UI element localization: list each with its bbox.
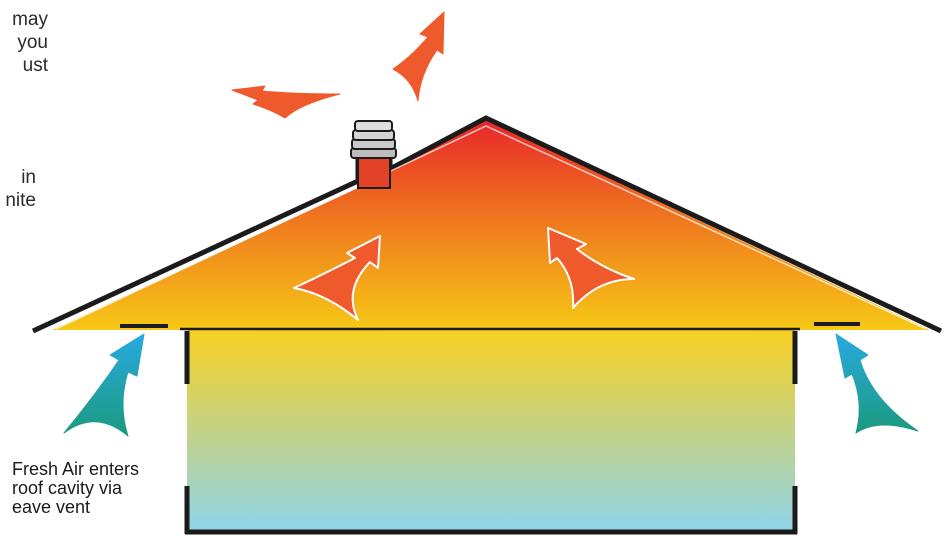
roof-vent-icon — [350, 120, 397, 189]
roof-inner-line — [55, 125, 927, 330]
caption-line-1: Fresh Air enters — [12, 459, 140, 479]
room-interior — [187, 330, 795, 531]
cropped-text-middle: in nite — [0, 166, 36, 212]
cropped-text-line: in — [21, 167, 36, 188]
roof-attic — [52, 120, 930, 330]
cropped-text-line: you — [17, 32, 48, 53]
hot-air-arrow-icon — [293, 227, 635, 321]
cropped-text-line: ust — [22, 55, 48, 76]
cropped-text-line: may — [12, 9, 48, 30]
hot-air-arrow-icon — [231, 11, 445, 119]
fresh-air-arrow-icon — [63, 333, 919, 437]
caption-line-3: eave vent — [12, 497, 91, 517]
cropped-text-top: may you ust — [0, 8, 48, 77]
caption-line-2: roof cavity via — [12, 478, 123, 498]
fresh-air-caption: Fresh Air enters roof cavity via eave ve… — [12, 460, 139, 517]
house-walls — [184, 331, 798, 535]
cropped-text-line: nite — [5, 190, 36, 211]
